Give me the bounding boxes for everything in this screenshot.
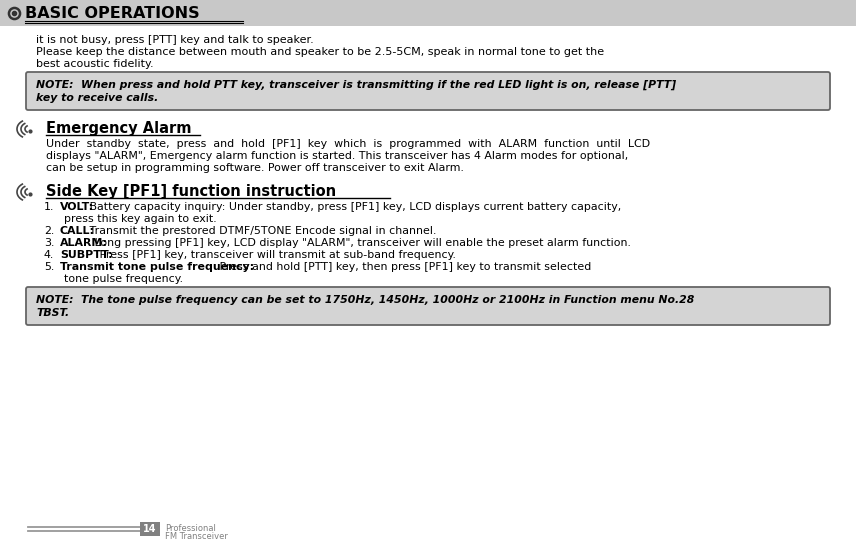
- Text: Long pressing [PF1] key, LCD display "ALARM", transceiver will enable the preset: Long pressing [PF1] key, LCD display "AL…: [92, 238, 631, 248]
- Text: it is not busy, press [PTT] key and talk to speaker.: it is not busy, press [PTT] key and talk…: [36, 35, 314, 45]
- Text: TBST.: TBST.: [36, 308, 69, 318]
- Text: Press and hold [PTT] key, then press [PF1] key to transmit selected: Press and hold [PTT] key, then press [PF…: [216, 262, 591, 272]
- Text: 4.: 4.: [44, 250, 54, 260]
- Text: Press [PF1] key, transceiver will transmit at sub-band frequency.: Press [PF1] key, transceiver will transm…: [97, 250, 456, 260]
- Text: best acoustic fidelity.: best acoustic fidelity.: [36, 59, 153, 69]
- Text: FM Transceiver: FM Transceiver: [165, 532, 228, 541]
- Text: 3.: 3.: [44, 238, 55, 248]
- Text: Emergency Alarm: Emergency Alarm: [46, 121, 192, 136]
- Text: Side Key [PF1] function instruction: Side Key [PF1] function instruction: [46, 184, 336, 199]
- Text: Professional: Professional: [165, 524, 216, 533]
- Text: CALL:: CALL:: [60, 226, 95, 236]
- Text: 1.: 1.: [44, 202, 55, 212]
- Text: SUBPTT:: SUBPTT:: [60, 250, 113, 260]
- Text: can be setup in programming software. Power off transceiver to exit Alarm.: can be setup in programming software. Po…: [46, 163, 464, 173]
- Text: displays "ALARM", Emergency alarm function is started. This transceiver has 4 Al: displays "ALARM", Emergency alarm functi…: [46, 151, 628, 161]
- Text: Please keep the distance between mouth and speaker to be 2.5-5CM, speak in norma: Please keep the distance between mouth a…: [36, 47, 604, 57]
- Text: 14: 14: [143, 524, 157, 534]
- Text: Under  standby  state,  press  and  hold  [PF1]  key  which  is  programmed  wit: Under standby state, press and hold [PF1…: [46, 139, 650, 149]
- Text: tone pulse frequency.: tone pulse frequency.: [64, 274, 183, 284]
- Text: press this key again to exit.: press this key again to exit.: [64, 214, 217, 224]
- Text: ALARM:: ALARM:: [60, 238, 108, 248]
- Text: NOTE:  When press and hold PTT key, transceiver is transmitting if the red LED l: NOTE: When press and hold PTT key, trans…: [36, 80, 676, 90]
- FancyBboxPatch shape: [0, 0, 856, 26]
- Text: BASIC OPERATIONS: BASIC OPERATIONS: [25, 5, 199, 20]
- Text: NOTE:  The tone pulse frequency can be set to 1750Hz, 1450Hz, 1000Hz or 2100Hz i: NOTE: The tone pulse frequency can be se…: [36, 295, 694, 305]
- Text: key to receive calls.: key to receive calls.: [36, 93, 158, 103]
- Text: 2.: 2.: [44, 226, 54, 236]
- Text: Transmit the prestored DTMF/5TONE Encode signal in channel.: Transmit the prestored DTMF/5TONE Encode…: [86, 226, 437, 236]
- FancyBboxPatch shape: [26, 287, 830, 325]
- Text: Transmit tone pulse frequency:: Transmit tone pulse frequency:: [60, 262, 254, 272]
- Text: VOLT:: VOLT:: [60, 202, 94, 212]
- FancyBboxPatch shape: [26, 72, 830, 110]
- FancyBboxPatch shape: [140, 522, 160, 536]
- Text: 5.: 5.: [44, 262, 54, 272]
- Text: Battery capacity inquiry: Under standby, press [PF1] key, LCD displays current b: Battery capacity inquiry: Under standby,…: [86, 202, 621, 212]
